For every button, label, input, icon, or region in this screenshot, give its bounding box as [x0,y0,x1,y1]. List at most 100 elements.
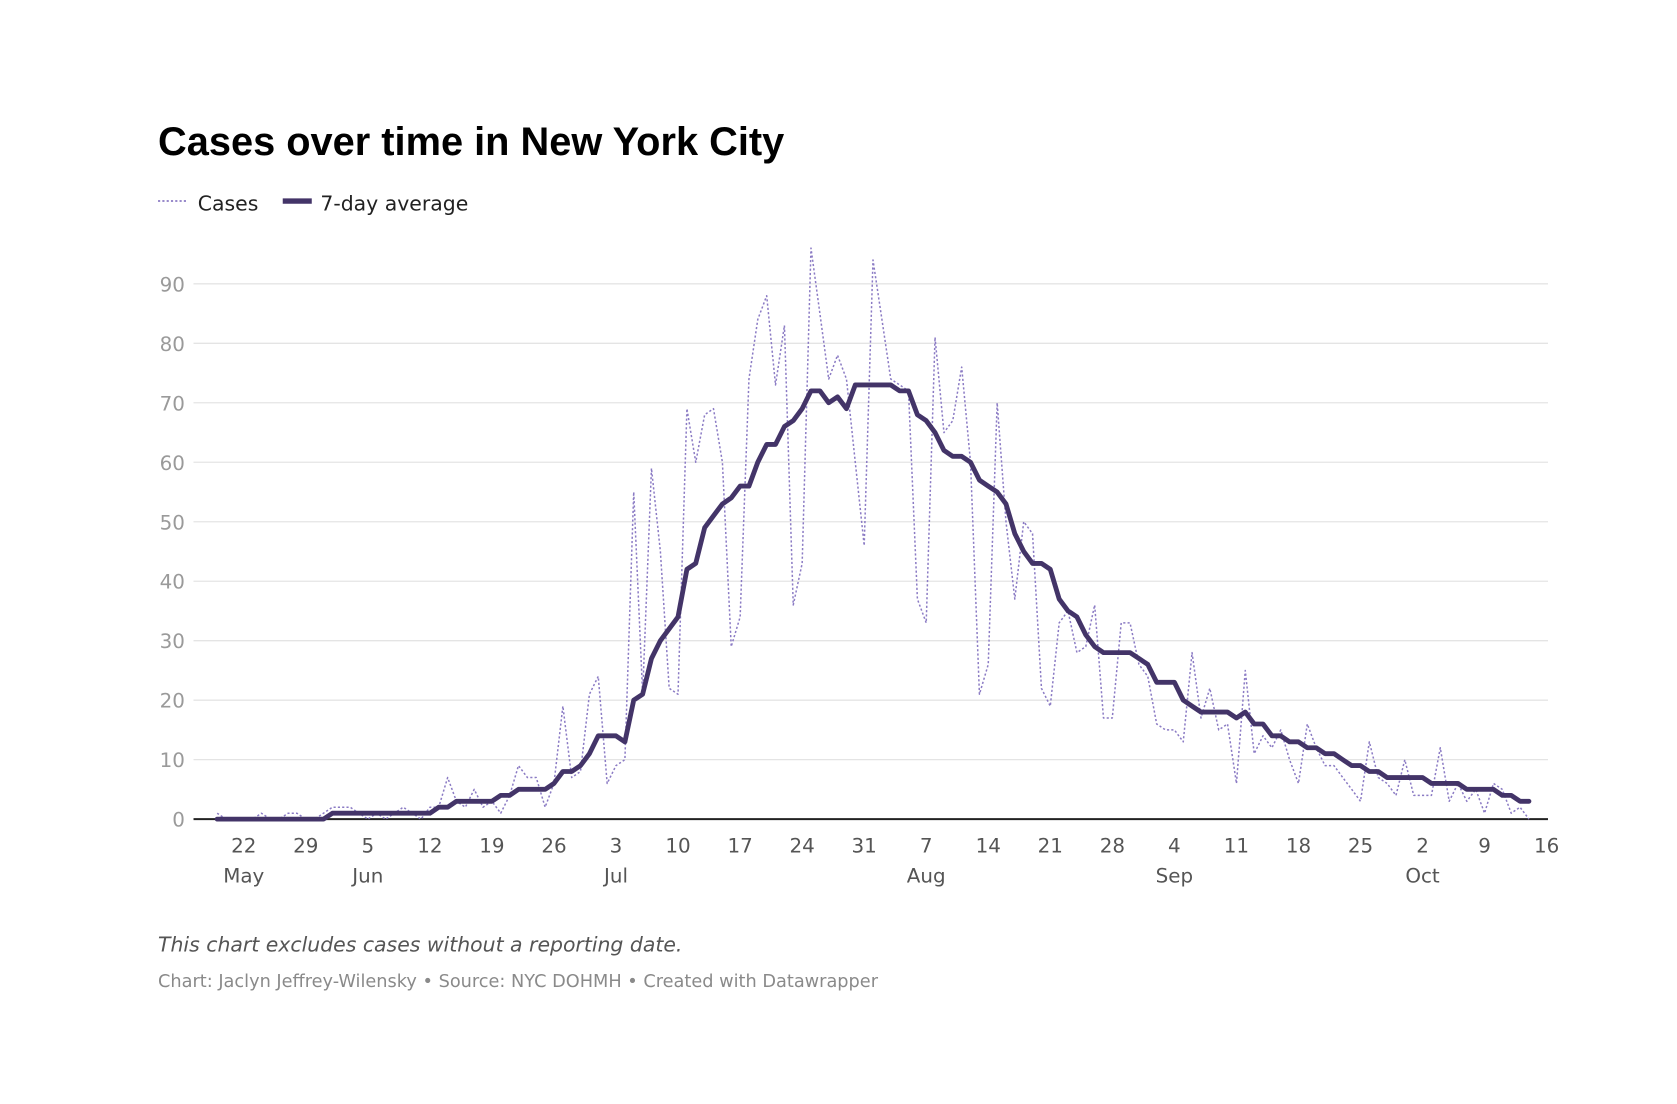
cases-point[interactable] [808,245,814,251]
average-point[interactable] [1047,566,1053,572]
average-point[interactable] [808,388,814,394]
average-point[interactable] [365,810,371,816]
average-point[interactable] [888,382,894,388]
average-point[interactable] [232,816,238,822]
average-point[interactable] [409,810,415,816]
cases-point[interactable] [524,774,530,780]
average-point[interactable] [498,792,504,798]
cases-point[interactable] [1083,643,1089,649]
average-point[interactable] [1508,792,1514,798]
cases-point[interactable] [666,685,672,691]
cases-point[interactable] [772,382,778,388]
cases-point[interactable] [648,465,654,471]
average-point[interactable] [480,798,486,804]
cases-point[interactable] [1304,721,1310,727]
average-point[interactable] [542,786,548,792]
average-point[interactable] [1393,774,1399,780]
cases-point[interactable] [1215,727,1221,733]
cases-point[interactable] [1428,792,1434,798]
average-point[interactable] [737,483,743,489]
cases-point[interactable] [1481,810,1487,816]
average-point[interactable] [533,786,539,792]
cases-point[interactable] [843,376,849,382]
average-point[interactable] [817,388,823,394]
cases-point[interactable] [1410,792,1416,798]
cases-point[interactable] [790,602,796,608]
average-point[interactable] [1286,739,1292,745]
average-point[interactable] [923,417,929,423]
cases-point[interactable] [879,316,885,322]
cases-point[interactable] [568,774,574,780]
cases-point[interactable] [781,322,787,328]
cases-point[interactable] [498,810,504,816]
average-point[interactable] [1189,703,1195,709]
cases-point[interactable] [852,459,858,465]
cases-point[interactable] [834,352,840,358]
cases-point[interactable] [613,762,619,768]
average-point[interactable] [373,810,379,816]
average-point[interactable] [595,733,601,739]
average-point[interactable] [1366,768,1372,774]
average-point[interactable] [568,768,574,774]
cases-point[interactable] [285,810,291,816]
average-point[interactable] [1198,709,1204,715]
cases-point[interactable] [1508,810,1514,816]
average-point[interactable] [1056,596,1062,602]
average-point[interactable] [1375,768,1381,774]
cases-point[interactable] [1286,756,1292,762]
cases-point[interactable] [985,661,991,667]
average-point[interactable] [1207,709,1213,715]
average-point[interactable] [1065,608,1071,614]
cases-point[interactable] [684,406,690,412]
cases-point[interactable] [480,804,486,810]
cases-point[interactable] [755,316,761,322]
average-point[interactable] [1180,697,1186,703]
cases-point[interactable] [1171,727,1177,733]
average-point[interactable] [294,816,300,822]
average-point[interactable] [1313,745,1319,751]
average-point[interactable] [631,697,637,703]
average-point[interactable] [763,441,769,447]
average-point[interactable] [320,816,326,822]
cases-point[interactable] [258,810,264,816]
average-point[interactable] [1003,501,1009,507]
cases-point[interactable] [1207,685,1213,691]
average-point[interactable] [639,691,645,697]
average-point[interactable] [1100,649,1106,655]
average-point[interactable] [861,382,867,388]
average-point[interactable] [382,810,388,816]
average-point[interactable] [896,388,902,394]
cases-point[interactable] [400,804,406,810]
cases-point[interactable] [1260,733,1266,739]
average-point[interactable] [701,524,707,530]
cases-point[interactable] [1295,780,1301,786]
average-point[interactable] [489,798,495,804]
average-point[interactable] [1384,774,1390,780]
average-point[interactable] [1402,774,1408,780]
cases-point[interactable] [1162,727,1168,733]
cases-point[interactable] [1100,715,1106,721]
cases-point[interactable] [657,548,663,554]
cases-point[interactable] [595,673,601,679]
cases-point[interactable] [1446,798,1452,804]
cases-point[interactable] [338,804,344,810]
cases-point[interactable] [994,400,1000,406]
average-point[interactable] [347,810,353,816]
cases-point[interactable] [1331,762,1337,768]
average-point[interactable] [1083,632,1089,638]
cases-point[interactable] [1047,703,1053,709]
average-point[interactable] [338,810,344,816]
average-point[interactable] [1215,709,1221,715]
cases-point[interactable] [693,459,699,465]
average-point[interactable] [560,768,566,774]
average-point[interactable] [258,816,264,822]
cases-point[interactable] [329,804,335,810]
average-point[interactable] [1074,614,1080,620]
cases-point[interactable] [462,804,468,810]
average-point[interactable] [462,798,468,804]
cases-point[interactable] [1118,620,1124,626]
average-point[interactable] [1295,739,1301,745]
cases-point[interactable] [941,429,947,435]
average-point[interactable] [249,816,255,822]
average-point[interactable] [1455,780,1461,786]
